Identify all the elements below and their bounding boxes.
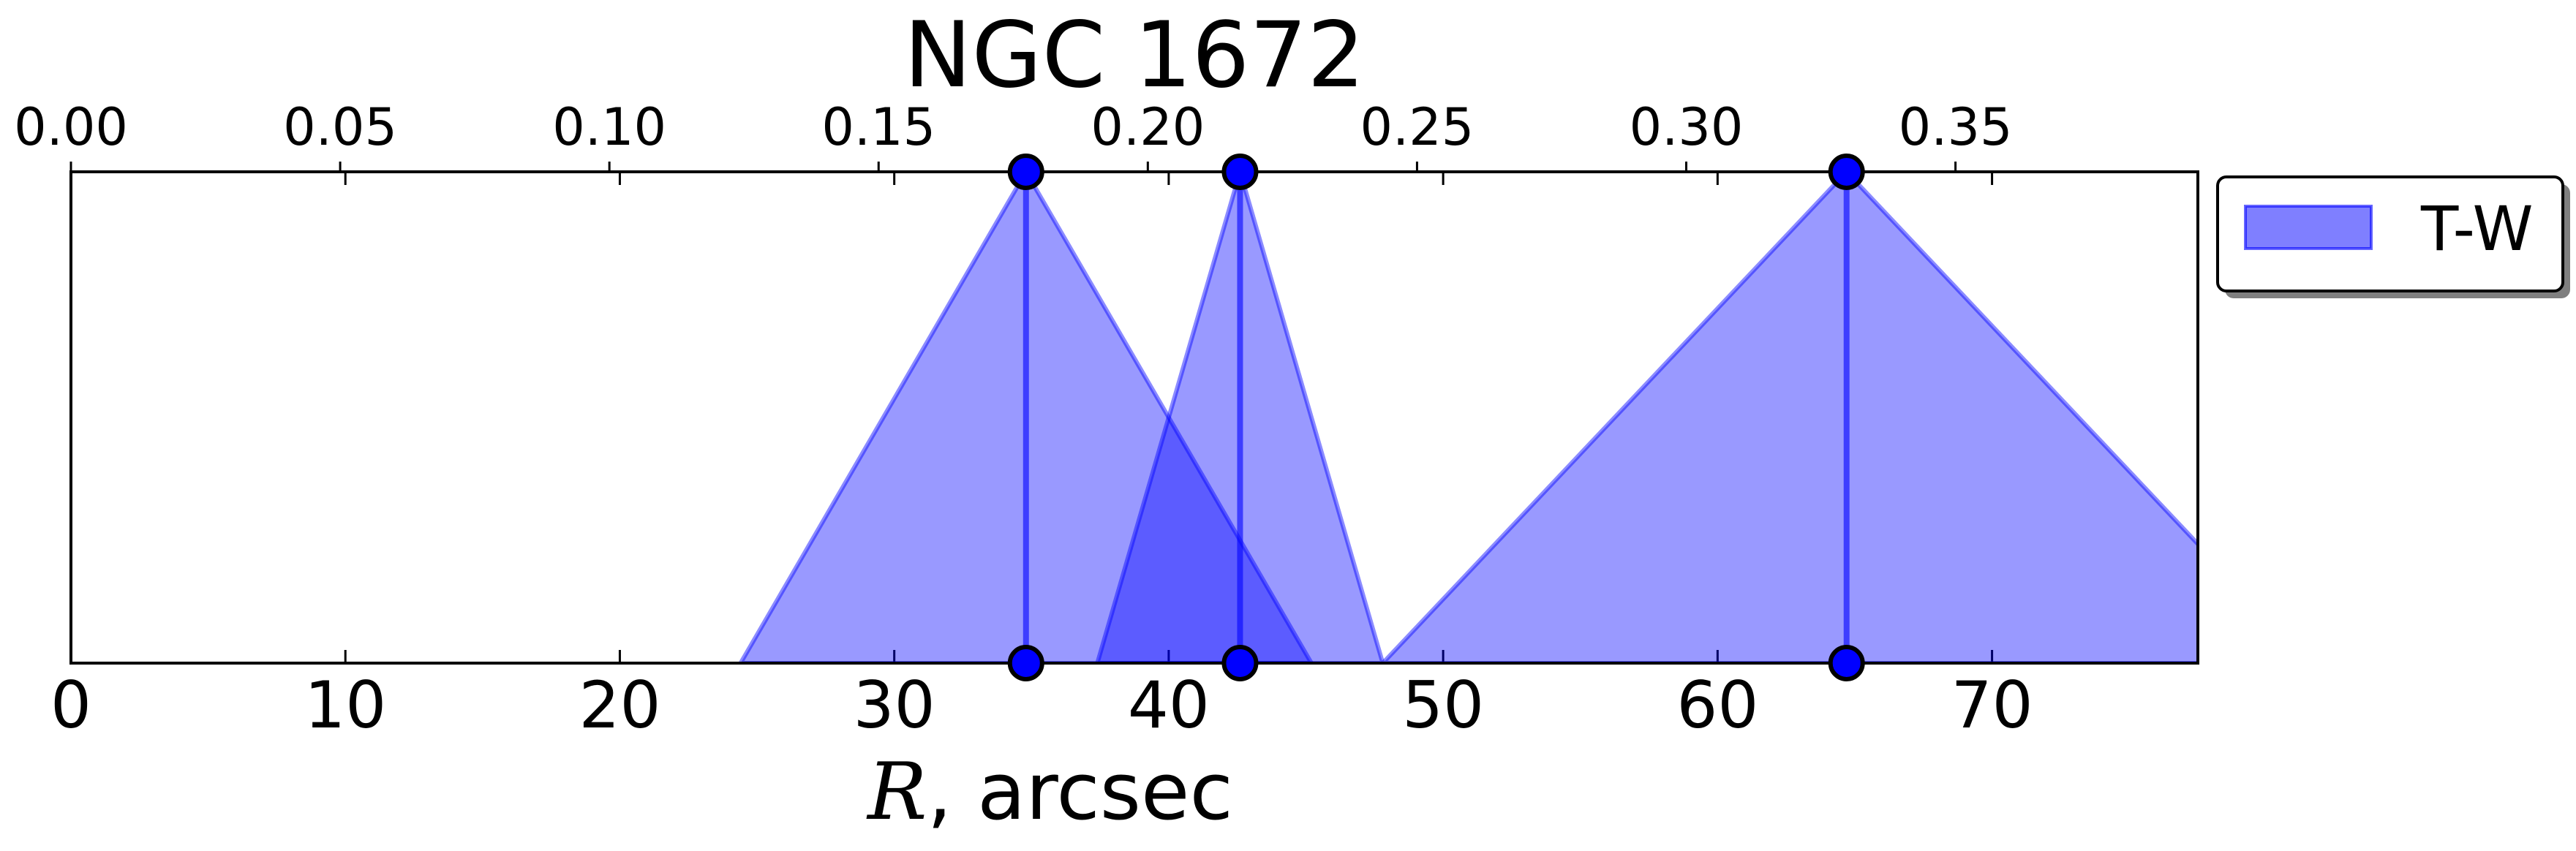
top-axis-ticks: 0.00 0.05 0.10 0.15 0.20 0.25 0.30 0.35 — [14, 97, 2013, 172]
bottom-tick-label: 70 — [1951, 667, 2033, 743]
top-tick-label: 0.05 — [283, 97, 397, 157]
legend: T-W — [2216, 175, 2570, 298]
area-triangle — [1380, 172, 2198, 663]
data-point — [1828, 645, 1865, 681]
bottom-tick-label: 30 — [854, 667, 935, 743]
top-tick-label: 0.30 — [1630, 97, 1744, 157]
bottom-tick-label: 20 — [579, 667, 660, 743]
data-point — [1221, 645, 1259, 681]
bottom-axis-ticks: 0 10 20 30 40 50 60 70 — [50, 172, 2033, 743]
markers — [1007, 154, 1865, 681]
bottom-tick-label: 50 — [1402, 667, 1484, 743]
plot-area — [738, 172, 2198, 663]
bottom-tick-label: 0 — [50, 667, 91, 743]
bottom-tick-label: 10 — [304, 667, 386, 743]
legend-label-T-W: T-W — [2420, 193, 2534, 265]
data-point — [1007, 154, 1044, 190]
top-tick-label: 0.20 — [1091, 97, 1205, 157]
top-tick-label: 0.25 — [1360, 97, 1474, 157]
legend-swatch-T-W — [2244, 205, 2373, 250]
x-axis-label-variable: R — [866, 746, 927, 838]
bottom-tick-label: 40 — [1128, 667, 1210, 743]
top-tick-label: 0.15 — [821, 97, 935, 157]
x-axis-label-unit: , arcsec — [927, 746, 1232, 838]
data-point — [1828, 154, 1865, 190]
x-axis-label: R, arcsec — [866, 746, 1233, 838]
data-point — [1221, 154, 1259, 190]
data-point — [1007, 645, 1044, 681]
top-tick-label: 0.10 — [552, 97, 666, 157]
top-tick-label: 0.35 — [1899, 97, 2013, 157]
top-tick-label: 0.00 — [14, 97, 128, 157]
plot-frame — [69, 170, 2199, 665]
bottom-tick-label: 60 — [1676, 667, 1758, 743]
chart-title: NGC 1672 — [904, 3, 1365, 108]
